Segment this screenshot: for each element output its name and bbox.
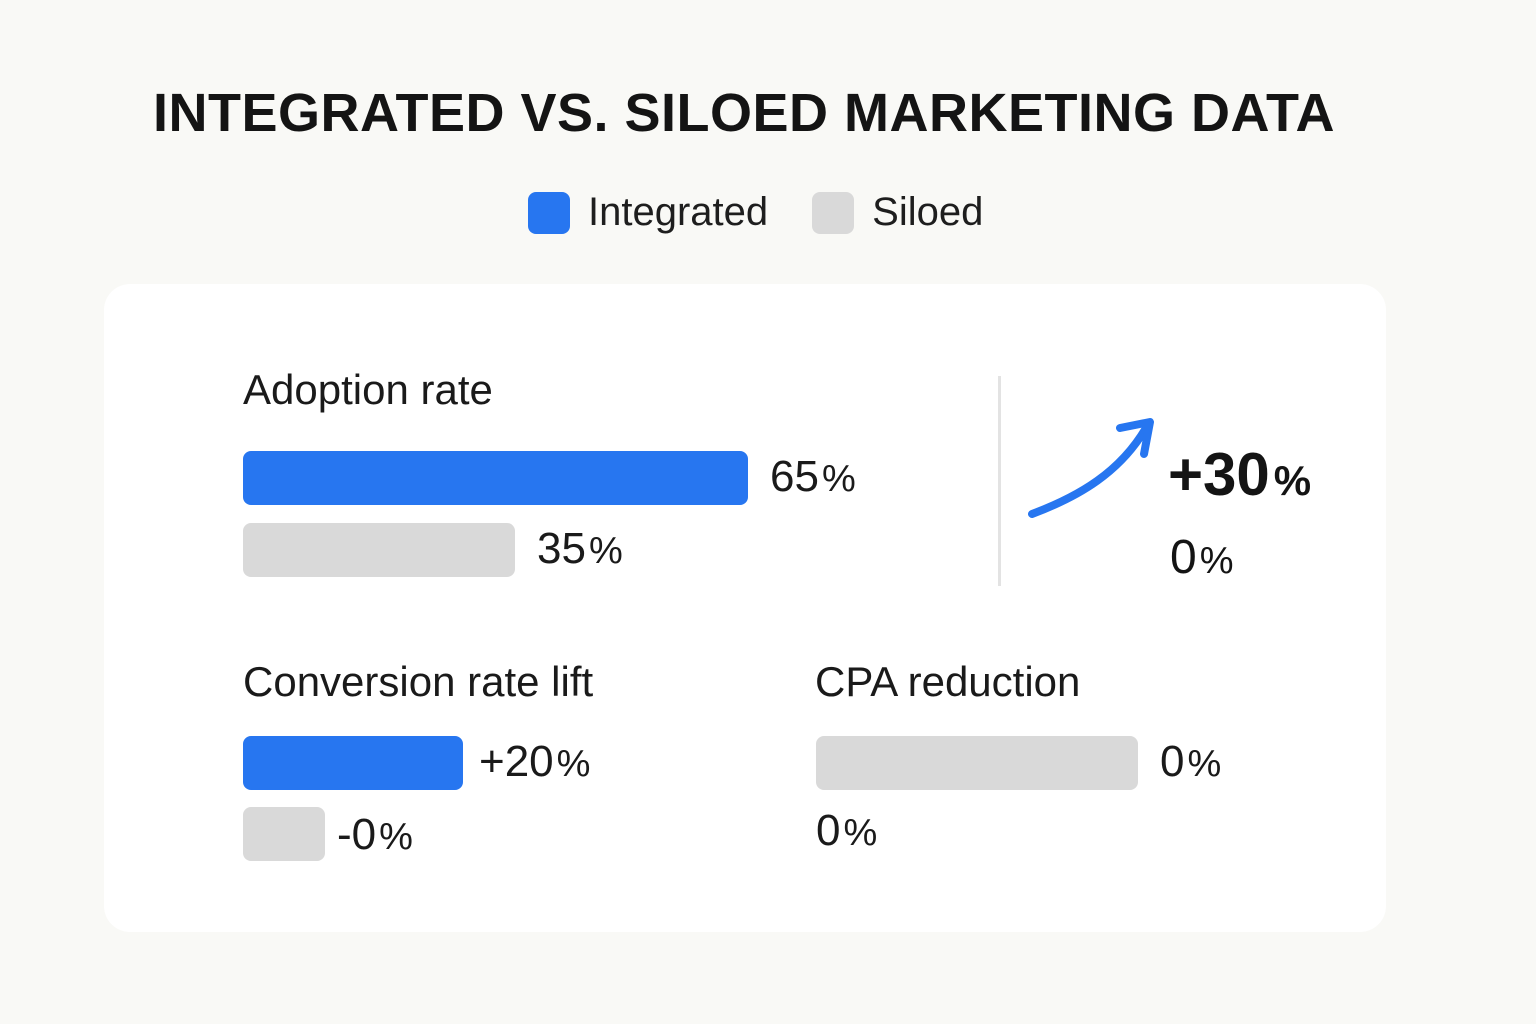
cpa-siloed-number: 0 [1160,737,1185,786]
conversion-integrated-unit: % [556,743,591,785]
cpa-siloed-unit: % [1187,743,1222,785]
adoption-integrated-number: 65 [770,452,819,501]
chart-title: INTEGRATED VS. SILOED MARKETING DATA [152,83,1335,143]
adoption-siloed-unit: % [588,530,623,572]
legend: Integrated Siloed [528,190,1027,235]
conversion-siloed-bar [243,807,325,861]
baseline-number: 0 [1170,531,1197,584]
legend-item-integrated: Integrated [528,190,768,235]
adoption-siloed-bar [243,523,515,577]
conversion-integrated-value: +20% [479,737,590,787]
legend-swatch-integrated [528,191,570,234]
increase-number: +30 [1168,441,1270,508]
increase-value: +30% [1168,440,1311,509]
cpa-integrated-unit: % [843,812,878,854]
legend-swatch-siloed [812,191,855,234]
trend-up-arrow-icon [1028,418,1154,518]
adoption-rate-title: Adoption rate [243,366,493,413]
adoption-integrated-value: 65% [770,452,856,502]
panel-divider [998,376,1001,586]
increase-unit: % [1273,457,1312,504]
adoption-integrated-unit: % [821,458,856,500]
adoption-integrated-bar [243,451,748,505]
conversion-integrated-number: +20 [479,737,554,786]
baseline-value: 0% [1170,530,1234,585]
conversion-siloed-number: -0 [337,810,377,859]
cpa-integrated-number: 0 [816,806,841,855]
legend-label-siloed: Siloed [872,190,984,234]
conversion-siloed-value: -0% [337,810,413,860]
adoption-siloed-value: 35% [537,524,623,574]
conversion-siloed-unit: % [379,816,413,858]
baseline-unit: % [1199,540,1234,582]
cpa-integrated-value: 0% [816,806,877,856]
cpa-siloed-bar [816,736,1138,790]
legend-item-siloed: Siloed [812,190,983,235]
conversion-lift-title: Conversion rate lift [243,658,594,705]
adoption-siloed-number: 35 [537,524,586,573]
conversion-integrated-bar [243,736,463,790]
cpa-reduction-title: CPA reduction [815,658,1081,705]
cpa-siloed-value: 0% [1160,737,1221,787]
legend-label-integrated: Integrated [588,190,769,234]
